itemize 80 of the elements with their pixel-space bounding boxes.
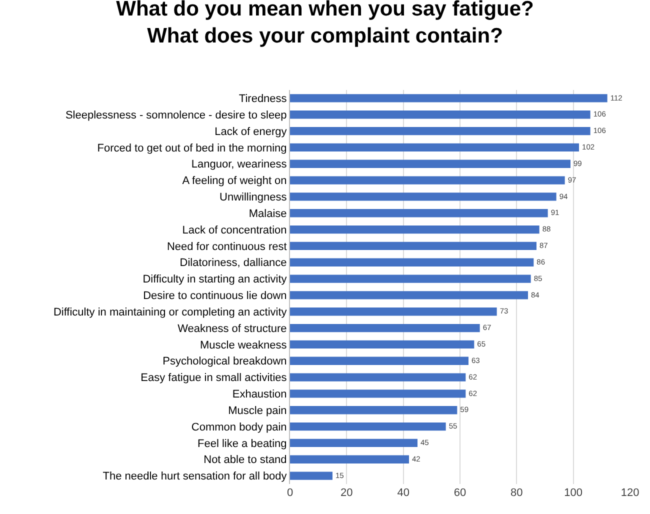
data-label: 45: [420, 438, 429, 448]
bar: [290, 225, 540, 234]
data-label: 112: [610, 93, 622, 102]
bar: [290, 455, 409, 464]
y-tick-label: The needle hurt sensation for all body: [102, 470, 288, 483]
data-label: 106: [593, 110, 606, 119]
y-tick-label: Need for continuous rest: [166, 240, 287, 253]
bar: [290, 438, 418, 448]
x-tick-label: 120: [620, 487, 640, 499]
data-label: 55: [448, 422, 458, 431]
y-tick-label: Sleeplessness - somnolence - desire to sleep: [65, 109, 287, 122]
x-tick-label: 20: [340, 487, 353, 499]
x-tick-label: 60: [454, 487, 466, 499]
bar: [290, 308, 497, 316]
y-tick-label: Psychological breakdown: [162, 356, 287, 368]
data-label: 84: [531, 290, 540, 300]
bar: [290, 406, 458, 414]
data-label: 99: [574, 158, 582, 168]
bar: [290, 472, 332, 480]
data-label: 63: [472, 356, 480, 365]
bar: [290, 160, 570, 168]
chart-title: What do you mean when you say fatigue? What does your complaint contain?: [116, 0, 534, 48]
y-tick-label: Common body pain: [191, 421, 287, 434]
bar: [290, 192, 556, 201]
data-label: 102: [582, 142, 595, 152]
data-label: 15: [336, 470, 344, 480]
data-label: 88: [542, 224, 551, 234]
data-label: 59: [460, 405, 469, 414]
y-tick-label: Feel like a beating: [198, 438, 287, 450]
data-label: 73: [500, 306, 508, 316]
bar: [290, 242, 536, 250]
data-label: 97: [568, 175, 576, 184]
y-tick-label: A feeling of weight on: [182, 175, 287, 188]
bar: [290, 356, 468, 365]
bar: [290, 176, 565, 184]
y-tick-label: Malaise: [248, 208, 287, 220]
bar: [290, 373, 466, 382]
x-tick-label: 80: [510, 487, 523, 499]
y-tick-label: Difficulty in maintaining or completing an activity: [53, 306, 288, 318]
bar: [290, 258, 534, 266]
y-tick-label: Easy fatigue in small activities: [140, 372, 288, 384]
y-tick-label: Unwillingness: [220, 192, 288, 204]
y-tick-label: Not able to stand: [204, 454, 287, 466]
y-tick-label: Tiredness: [238, 93, 288, 106]
y-tick-label: Lack of energy: [214, 126, 288, 138]
data-label: 106: [593, 126, 606, 136]
x-tick-label: 0: [286, 487, 294, 499]
y-tick-label: Lack of concentration: [182, 224, 287, 236]
y-tick-label: Muscle weakness: [200, 339, 288, 352]
x-tick-label: 100: [564, 487, 583, 499]
bar: [290, 291, 528, 300]
bar: [290, 274, 531, 283]
bar: [290, 422, 446, 431]
data-label: 62: [468, 388, 478, 398]
data-label: 62: [468, 372, 478, 382]
y-tick-label: Muscle pain: [228, 404, 287, 417]
data-label: 67: [482, 323, 492, 332]
data-label: 85: [534, 274, 542, 283]
data-label: 94: [559, 192, 568, 201]
bar: [290, 340, 474, 349]
bar: [290, 209, 548, 218]
y-tick-label: Dilatoriness, dalliance: [180, 257, 287, 270]
data-label: 65: [477, 340, 486, 349]
bar: [290, 390, 466, 398]
y-tick-label: Forced to get out of bed in the morning: [97, 142, 287, 154]
y-tick-label: Exhaustion: [232, 388, 287, 401]
x-tick-label: 40: [397, 487, 410, 499]
data-label: 86: [536, 257, 546, 266]
y-tick-label: Weakness of structure: [178, 322, 287, 335]
y-tick-label: Desire to continuous lie down: [143, 290, 287, 302]
y-tick-label: Difficulty in starting an activity: [142, 274, 288, 286]
data-label: 91: [550, 208, 560, 218]
y-tick-label: Languor, weariness: [191, 158, 288, 171]
bar: [290, 126, 590, 136]
bar: [290, 324, 480, 332]
bar: [290, 94, 608, 102]
bar: [290, 143, 579, 152]
bar: [290, 110, 590, 119]
data-label: 42: [412, 454, 420, 464]
data-label: 87: [540, 241, 548, 250]
